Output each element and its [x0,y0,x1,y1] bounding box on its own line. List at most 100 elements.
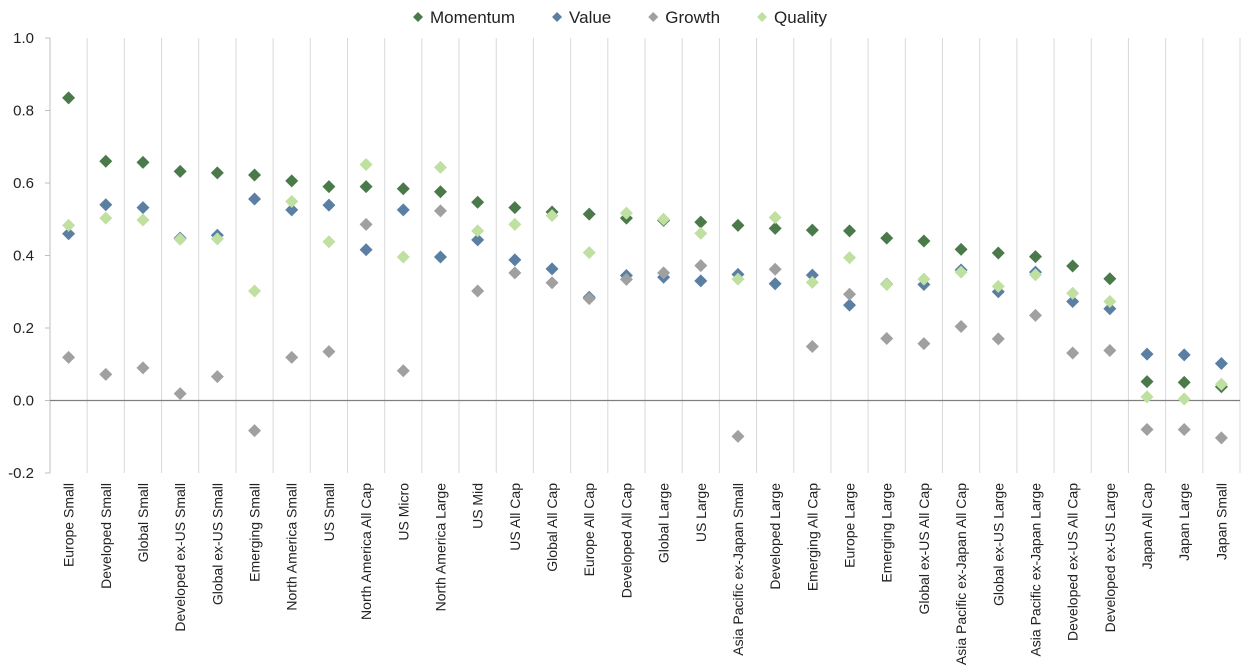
growth-point [880,332,894,346]
quality-point [508,217,522,231]
quality-point [136,213,150,227]
x-category-labels: Europe Small Developed Small Global Small D… [61,483,1230,665]
momentum-point [1177,375,1191,389]
quality-point [694,226,708,240]
value-point [62,227,76,241]
momentum-point [508,201,522,215]
momentum-point [136,155,150,169]
momentum-point [880,231,894,245]
quality-point [731,272,745,286]
value-point [285,203,299,217]
value-point [359,243,373,257]
momentum-point [1066,259,1080,273]
quality-point [396,250,410,264]
growth-point [210,370,224,384]
quality-point [1103,295,1117,309]
x-category-label: Developed Small [98,483,114,589]
growth-point [1028,308,1042,322]
growth-point [619,272,633,286]
momentum-point [359,180,373,194]
x-category-label: Japan Large [1176,483,1192,561]
quality-point [619,206,633,220]
quality-point [471,224,485,238]
momentum-point [917,234,931,248]
momentum-point [62,91,76,105]
growth-point [805,339,819,353]
quality-point [285,194,299,208]
growth-point [1177,423,1191,436]
quality-point [582,246,596,260]
value-legend-label: Value [569,8,611,27]
quality-point [545,209,559,223]
x-category-label: Developed ex-US Small [172,483,188,632]
x-category-label: Asia Pacific ex-Japan All Cap [953,483,969,665]
quality-point [991,279,1005,293]
x-category-label: Global Small [135,483,151,562]
y-tick-label: 0.4 [13,248,34,265]
x-category-label: US All Cap [507,483,523,551]
quality-point [1028,268,1042,282]
x-category-label: Emerging Small [247,483,263,582]
x-category-label: Europe Large [842,483,858,568]
quality-point [248,284,262,298]
quality-point [210,232,224,246]
value-point [396,203,410,217]
x-category-label: Europe All Cap [581,483,597,577]
y-tick-label: 0.8 [13,103,34,120]
value-point [508,253,522,267]
x-category-label: US Mid [470,483,486,529]
momentum-legend-label: Momentum [430,8,515,27]
value-point [768,277,782,291]
x-category-label: Emerging All Cap [804,483,820,591]
x-category-label: Global ex-US Small [209,483,225,605]
momentum-point [1140,375,1154,389]
x-category-label: Japan Small [1213,483,1229,560]
growth-point [694,259,708,273]
growth-point [582,292,596,306]
quality-point [1066,286,1080,300]
y-tick-label: 0.6 [13,175,34,192]
value-point [1103,302,1117,316]
x-category-label: Developed All Cap [618,483,634,598]
value-point [1177,348,1191,362]
x-category-label: Japan All Cap [1139,483,1155,570]
growth-point [843,287,857,301]
quality-point [657,212,671,226]
growth-point [396,364,410,378]
x-category-label: Developed ex-US Large [1102,483,1118,633]
y-tick-label: 0.2 [13,320,34,337]
quality-point [805,275,819,289]
momentum-point [1103,272,1117,286]
value-point [805,268,819,282]
growth-point [1140,423,1154,436]
quality-point [62,218,76,232]
momentum-point [731,218,745,232]
x-category-label: Asia Pacific ex-Japan Small [730,483,746,656]
growth-point [657,266,671,280]
momentum-point [99,154,113,168]
quality-point [1140,390,1154,404]
growth-point [248,424,262,438]
growth-point [471,284,485,298]
growth-point [62,350,76,364]
growth-legend-marker [648,12,659,22]
data-points [62,91,1228,445]
growth-point [173,387,187,401]
quality-point [433,160,447,174]
value-legend-marker [552,12,563,22]
x-category-label: North America All Cap [358,483,374,620]
value-point [322,198,336,212]
growth-point [359,217,373,231]
x-category-label: Global Large [656,483,672,563]
growth-legend-label: Growth [665,8,720,27]
momentum-point [471,195,485,209]
quality-point [954,265,968,279]
momentum-point [768,221,782,235]
y-tick-label: 1.0 [13,30,34,47]
x-category-label: Global ex-US All Cap [916,483,932,615]
momentum-point [843,224,857,238]
quality-point [917,272,931,286]
momentum-point [322,180,336,194]
